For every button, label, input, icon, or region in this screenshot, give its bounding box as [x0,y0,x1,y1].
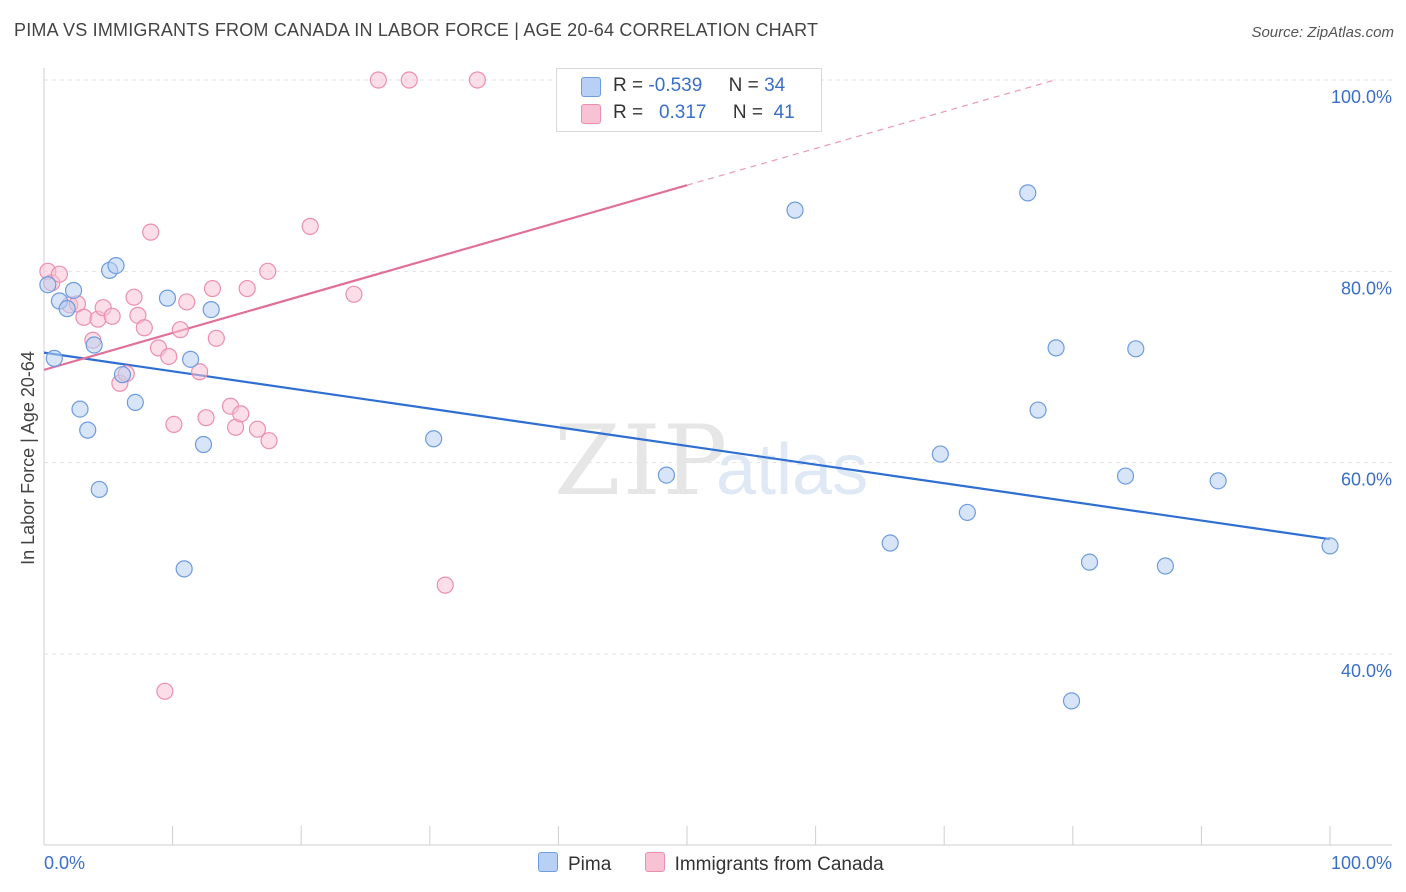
point-canada [171,321,189,339]
legend-swatch-pima [538,852,558,872]
point-pima [64,281,83,300]
point-pima [58,300,76,318]
point-pima [1116,467,1135,485]
chart-title: PIMA VS IMMIGRANTS FROM CANADA IN LABOR … [14,20,819,40]
point-canada [436,576,454,594]
point-canada [178,293,196,311]
point-canada [103,307,121,325]
point-pima [1019,184,1037,202]
point-canada [232,405,250,423]
point-canada [50,265,69,283]
point-canada [125,288,143,306]
point-canada [75,308,93,326]
legend-item-pima: Pima [538,852,611,876]
y-tick-label: 60.0% [1341,470,1392,490]
point-pima [85,336,103,354]
legend-r-value: -0.539 [648,75,703,96]
point-canada [259,262,277,280]
point-pima [126,393,144,411]
point-pima [881,534,899,552]
point-pima [1156,557,1174,575]
trend-line-canada-extension [686,79,1055,186]
point-pima [1047,339,1065,357]
point-canada [301,217,319,235]
point-canada [135,319,153,337]
tick-labels: 100.0% 80.0% 60.0% 40.0% 0.0% 100.0% [44,87,1392,873]
point-pima [1062,692,1081,710]
point-pima [1029,401,1047,419]
legend-r-label: R = [613,75,644,96]
legend-n-label: N = [732,102,764,123]
point-canada [156,682,174,700]
x-tick-label: 100.0% [1331,853,1392,873]
point-pima [107,256,125,275]
point-pima [657,466,676,484]
point-canada [248,420,267,438]
legend-label-pima: Pima [568,854,612,875]
gridlines [44,79,1392,655]
point-pima [1209,472,1227,490]
source-label: Source: ZipAtlas.com [1251,24,1394,41]
legend-n-value: 34 [764,75,786,96]
point-pima [45,349,63,367]
legend-n-value: 41 [773,102,795,123]
axes [43,68,1392,846]
legend-swatch-canada [644,852,665,872]
watermark-zip: ZIP [554,405,729,517]
point-pima [931,445,949,463]
x-tick-label: 0.0% [44,853,85,873]
data-points [39,71,1339,710]
legend-n-label: N = [728,75,759,96]
point-canada [160,347,178,366]
point-pima [79,421,97,439]
watermark: ZIP atlas [554,405,868,517]
point-canada [260,432,278,450]
point-pima [1080,553,1099,571]
legend-swatch-pima [581,77,601,97]
y-axis-label: In Labor Force | Age 20-64 [18,351,38,565]
legend-item-canada: Immigrants from Canada [644,852,884,876]
legend-label-canada: Immigrants from Canada [674,854,884,875]
point-pima [158,289,177,307]
legend-r-value: 0.317 [658,102,707,123]
point-canada [468,71,486,89]
y-tick-label: 100.0% [1331,87,1392,107]
point-canada [197,409,215,427]
watermark-atlas: atlas [716,430,868,510]
y-tick-label: 80.0% [1341,278,1392,298]
point-pima [175,560,193,578]
point-canada [165,415,183,433]
point-canada [207,329,225,347]
point-canada [238,279,256,298]
point-pima [1321,537,1339,555]
trend-line-pima [43,351,1331,541]
point-pima [39,276,57,294]
legend-swatch-canada [581,104,601,124]
trend-lines [43,79,1331,541]
stats-legend: R = -0.539 N = 34 R = 0.317 N = 41 [556,68,822,132]
y-tick-label: 40.0% [1341,661,1392,681]
point-pima [425,430,443,448]
point-pima [90,480,108,499]
point-pima [202,301,220,319]
point-canada [191,363,209,381]
point-pima [786,201,804,219]
point-pima [113,366,132,384]
point-canada [142,223,160,241]
trend-line-canada [43,184,688,371]
legend-r-label: R = [613,102,644,123]
point-canada [369,71,387,89]
point-pima [958,503,976,522]
point-pima [194,435,213,454]
point-canada [345,285,363,303]
point-canada [203,279,222,298]
point-pima [1127,340,1145,358]
point-canada [400,71,418,89]
series-legend: Pima Immigrants from Canada [538,852,912,876]
point-pima [182,350,200,368]
point-pima [71,400,89,418]
